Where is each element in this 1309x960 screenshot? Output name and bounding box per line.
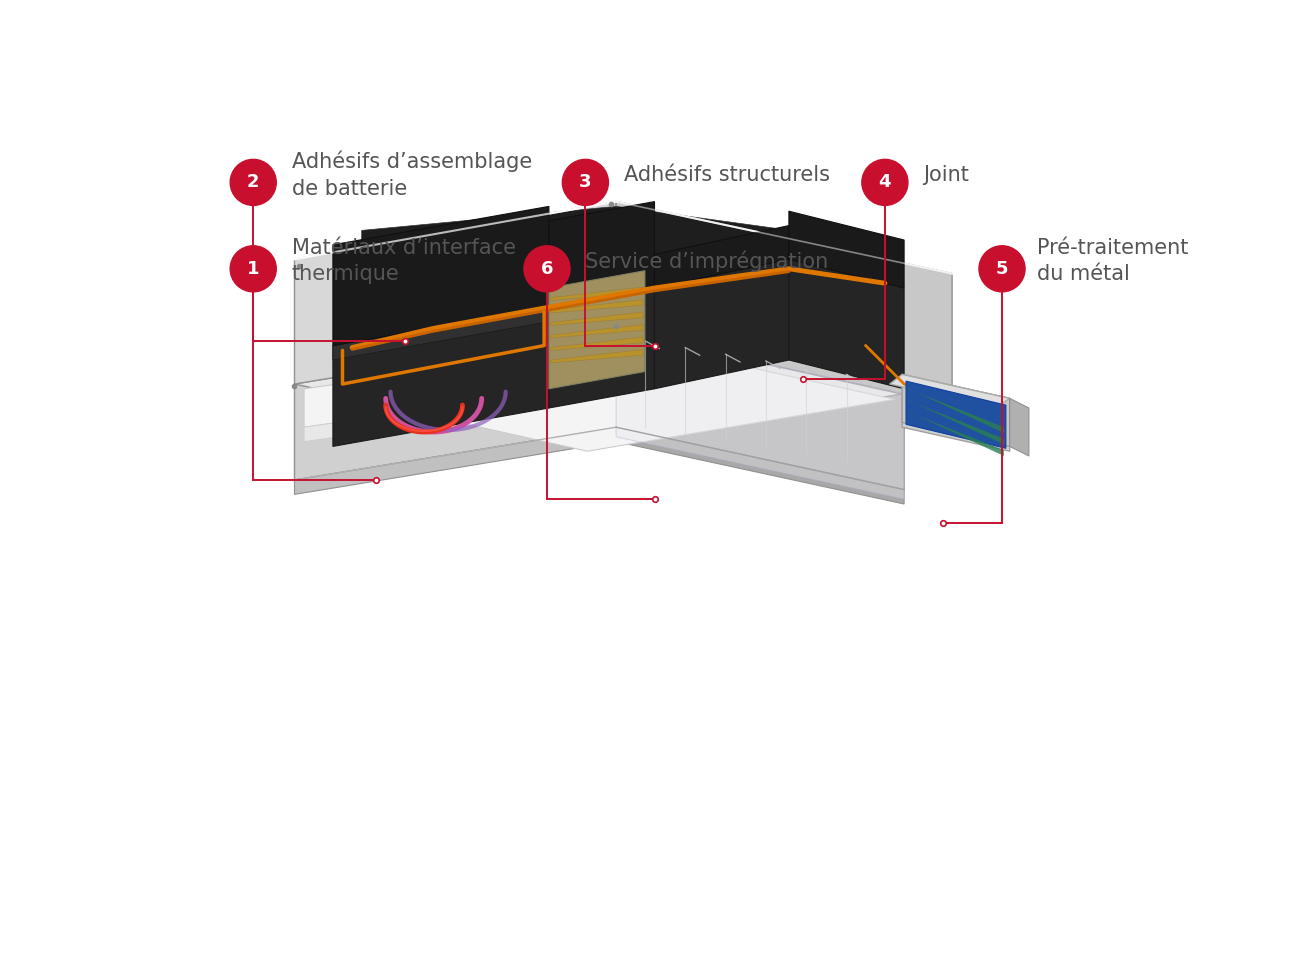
Polygon shape [295, 331, 905, 446]
Text: 3: 3 [579, 174, 592, 191]
Circle shape [230, 159, 276, 205]
Polygon shape [295, 331, 617, 480]
Text: 6: 6 [541, 260, 554, 277]
Polygon shape [789, 259, 905, 389]
Polygon shape [295, 202, 617, 384]
Polygon shape [332, 206, 548, 346]
Polygon shape [789, 211, 905, 288]
Text: 4: 4 [878, 174, 891, 191]
Polygon shape [908, 411, 1004, 456]
Text: 5: 5 [996, 260, 1008, 277]
Polygon shape [551, 337, 643, 350]
Text: Adhésifs d’assemblage
de batterie: Adhésifs d’assemblage de batterie [292, 151, 531, 199]
Polygon shape [332, 307, 548, 360]
Circle shape [861, 159, 908, 205]
Polygon shape [380, 239, 492, 263]
Polygon shape [548, 288, 654, 408]
Polygon shape [890, 374, 1009, 408]
Polygon shape [551, 312, 643, 325]
Polygon shape [617, 206, 847, 348]
Polygon shape [525, 213, 788, 270]
Polygon shape [902, 374, 1009, 446]
Polygon shape [617, 331, 905, 499]
Polygon shape [551, 300, 643, 313]
Polygon shape [654, 226, 789, 288]
Polygon shape [295, 427, 617, 494]
Polygon shape [908, 388, 1004, 433]
Polygon shape [617, 427, 905, 504]
Polygon shape [548, 271, 645, 389]
Circle shape [230, 246, 276, 292]
Polygon shape [617, 202, 952, 405]
Polygon shape [906, 381, 1005, 448]
Polygon shape [654, 259, 789, 389]
Polygon shape [476, 222, 689, 268]
Text: Service d’imprégnation: Service d’imprégnation [585, 251, 829, 272]
Polygon shape [295, 202, 952, 331]
Polygon shape [548, 202, 654, 307]
Text: Adhésifs structurels: Adhésifs structurels [624, 165, 830, 184]
Polygon shape [361, 206, 617, 341]
Polygon shape [332, 307, 548, 446]
Polygon shape [617, 331, 905, 490]
Circle shape [524, 246, 569, 292]
Text: Matériaux d’interface
thermique: Matériaux d’interface thermique [292, 238, 516, 284]
Polygon shape [908, 399, 1004, 444]
Polygon shape [551, 349, 643, 363]
Circle shape [563, 159, 609, 205]
Polygon shape [902, 374, 1009, 451]
Polygon shape [304, 365, 473, 427]
Circle shape [979, 246, 1025, 292]
Polygon shape [331, 248, 393, 261]
Polygon shape [551, 324, 643, 338]
Text: Joint: Joint [923, 165, 969, 184]
Text: Pré-traitement
du métal: Pré-traitement du métal [1037, 238, 1189, 284]
Polygon shape [309, 338, 894, 451]
Text: 1: 1 [247, 260, 259, 277]
Polygon shape [1009, 398, 1029, 456]
Text: 2: 2 [247, 174, 259, 191]
Polygon shape [551, 287, 643, 300]
Polygon shape [304, 403, 473, 442]
Polygon shape [428, 230, 590, 266]
